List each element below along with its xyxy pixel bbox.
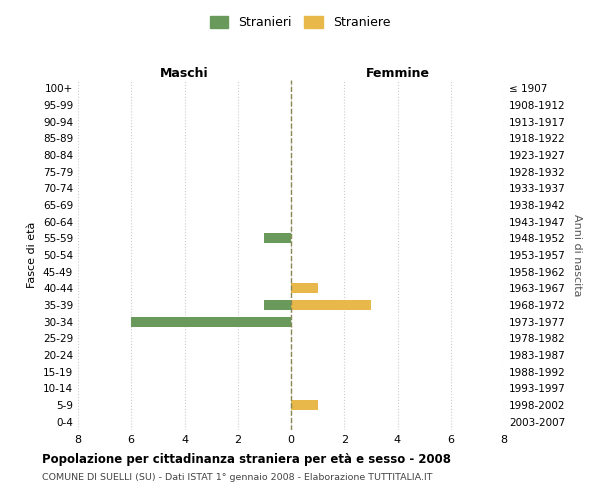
Legend: Stranieri, Straniere: Stranieri, Straniere (205, 11, 395, 34)
Bar (291, 284, 317, 294)
Bar (291, 300, 371, 310)
Bar (265, 300, 291, 310)
Text: Maschi: Maschi (160, 67, 209, 80)
Text: Femmine: Femmine (365, 67, 430, 80)
Bar (131, 316, 291, 326)
Text: COMUNE DI SUELLI (SU) - Dati ISTAT 1° gennaio 2008 - Elaborazione TUTTITALIA.IT: COMUNE DI SUELLI (SU) - Dati ISTAT 1° ge… (42, 472, 433, 482)
Y-axis label: Fasce di età: Fasce di età (28, 222, 37, 288)
Bar (265, 234, 291, 243)
Bar (291, 400, 317, 410)
Y-axis label: Anni di nascita: Anni di nascita (572, 214, 582, 296)
Text: Popolazione per cittadinanza straniera per età e sesso - 2008: Popolazione per cittadinanza straniera p… (42, 452, 451, 466)
